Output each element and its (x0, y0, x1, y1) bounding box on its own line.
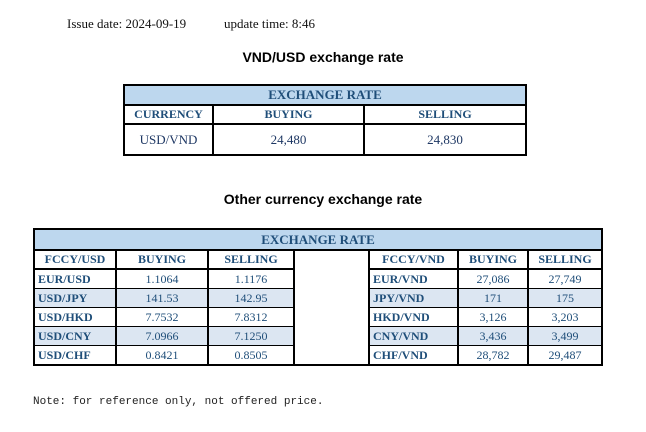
table-row: USD/HKD 7.7532 7.8312 HKD/VND 3,126 3,20… (33, 307, 603, 327)
buying-rate: 3,436 (457, 326, 529, 346)
table-row: EUR/USD 1.1064 1.1176 EUR/VND 27,086 27,… (33, 268, 603, 289)
buying-rate: 24,480 (212, 123, 365, 156)
other-table-title: Other currency exchange rate (223, 191, 423, 207)
currency-pair: USD/JPY (33, 288, 117, 308)
issue-date-label: Issue date: (67, 16, 123, 31)
column-header-row: FCCY/USD BUYING SELLING FCCY/VND BUYING … (33, 249, 603, 366)
buying-rate: 3,126 (457, 307, 529, 327)
update-time-label: update time: (224, 16, 289, 31)
buying-rate: 7.0966 (115, 326, 209, 346)
column-header-selling: SELLING (363, 104, 527, 125)
other-currency-rate-table: EXCHANGE RATE FCCY/USD BUYING SELLING FC… (33, 228, 603, 366)
spacer-cell (293, 249, 370, 366)
note-text: Note: for reference only, not offered pr… (33, 396, 324, 408)
currency-pair: USD/CHF (33, 345, 117, 366)
table-header-row: EXCHANGE RATE (123, 84, 527, 106)
selling-rate: 7.1250 (207, 326, 295, 346)
selling-rate: 7.8312 (207, 307, 295, 327)
column-header-buying: BUYING (212, 104, 365, 125)
document-meta: Issue date: 2024-09-19 update time: 8:46 (0, 16, 646, 34)
column-header-buying-left: BUYING (115, 249, 209, 270)
usd-table-title: VND/USD exchange rate (242, 49, 404, 65)
update-time-value: 8:46 (291, 16, 315, 31)
column-header-buying-right: BUYING (457, 249, 529, 270)
currency-pair: CNY/VND (368, 326, 459, 346)
selling-rate: 0.8505 (207, 345, 295, 366)
buying-rate: 28,782 (457, 345, 529, 366)
selling-rate: 175 (527, 288, 603, 308)
column-header-fccy-usd: FCCY/USD (33, 249, 117, 270)
table-row: USD/CHF 0.8421 0.8505 CHF/VND 28,782 29,… (33, 345, 603, 366)
selling-rate: 27,749 (527, 268, 603, 289)
currency-pair: EUR/USD (33, 268, 117, 289)
column-header-selling-left: SELLING (207, 249, 295, 270)
issue-date: Issue date: 2024-09-19 (67, 16, 186, 32)
selling-rate: 142.95 (207, 288, 295, 308)
table-header-row: EXCHANGE RATE (33, 228, 603, 251)
currency-pair: EUR/VND (368, 268, 459, 289)
currency-pair: CHF/VND (368, 345, 459, 366)
table-row: USD/CNY 7.0966 7.1250 CNY/VND 3,436 3,49… (33, 326, 603, 346)
column-header-currency: CURRENCY (123, 104, 214, 125)
table-header-cell: EXCHANGE RATE (123, 84, 527, 106)
table-row: USD/VND 24,480 24,830 (123, 123, 527, 156)
selling-rate: 1.1176 (207, 268, 295, 289)
currency-pair: HKD/VND (368, 307, 459, 327)
currency-pair: USD/HKD (33, 307, 117, 327)
selling-rate: 3,203 (527, 307, 603, 327)
selling-rate: 24,830 (363, 123, 527, 156)
usd-vnd-rate-table: EXCHANGE RATE CURRENCY BUYING SELLING US… (123, 84, 527, 156)
selling-rate: 29,487 (527, 345, 603, 366)
currency-pair: USD/CNY (33, 326, 117, 346)
buying-rate: 7.7532 (115, 307, 209, 327)
buying-rate: 0.8421 (115, 345, 209, 366)
column-header-row: CURRENCY BUYING SELLING (123, 104, 527, 125)
currency-pair: USD/VND (123, 123, 214, 156)
selling-rate: 3,499 (527, 326, 603, 346)
issue-date-value: 2024-09-19 (125, 16, 187, 31)
column-header-selling-right: SELLING (527, 249, 603, 270)
buying-rate: 27,086 (457, 268, 529, 289)
column-header-fccy-vnd: FCCY/VND (368, 249, 459, 270)
buying-rate: 141.53 (115, 288, 209, 308)
buying-rate: 171 (457, 288, 529, 308)
currency-pair: JPY/VND (368, 288, 459, 308)
buying-rate: 1.1064 (115, 268, 209, 289)
table-header-cell: EXCHANGE RATE (33, 228, 603, 251)
update-time: update time: 8:46 (224, 16, 315, 32)
